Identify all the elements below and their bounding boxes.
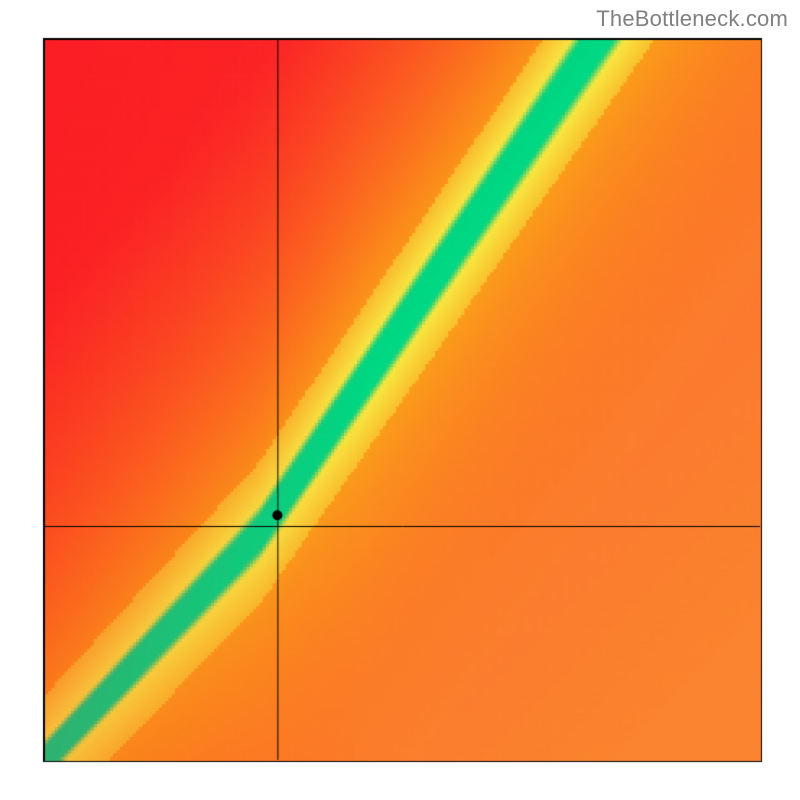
- chart-container: TheBottleneck.com: [0, 0, 800, 800]
- heatmap-canvas: [0, 0, 800, 800]
- watermark-text: TheBottleneck.com: [596, 6, 788, 32]
